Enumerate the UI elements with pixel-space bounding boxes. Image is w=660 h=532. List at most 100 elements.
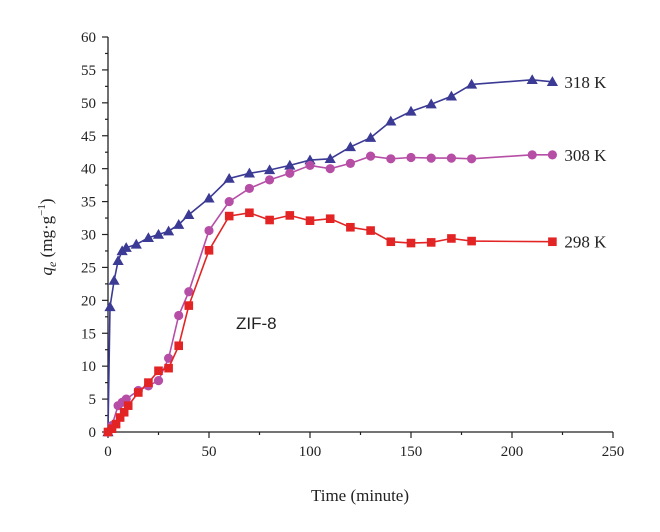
y-axis-title-unit: (mg·g (37, 215, 56, 261)
y-tick-label: 15 (81, 326, 96, 342)
y-tick-label: 0 (89, 425, 97, 441)
data-point (184, 287, 194, 297)
data-point (386, 154, 396, 164)
data-point (223, 172, 235, 183)
y-tick-label: 45 (81, 129, 96, 145)
series-layer (102, 74, 558, 437)
data-point (526, 74, 538, 84)
series-label: 298 K (564, 233, 607, 252)
series-square (103, 208, 557, 437)
data-point (163, 225, 175, 236)
y-axis-title: qe (mg·g−1) (36, 198, 59, 275)
data-point (406, 152, 416, 163)
data-point (104, 301, 116, 312)
data-point (285, 211, 295, 220)
data-point (305, 216, 315, 225)
data-point (152, 228, 165, 239)
y-tick-label: 60 (81, 30, 96, 46)
data-point (134, 388, 143, 397)
data-point (245, 208, 254, 218)
data-point (466, 78, 478, 89)
data-point (345, 158, 355, 168)
data-point (164, 363, 173, 373)
series-label: 318 K (564, 73, 607, 92)
data-point (325, 164, 335, 174)
y-tick-label: 10 (81, 359, 96, 375)
series-triangle (102, 74, 558, 437)
data-point (112, 255, 124, 266)
data-point (111, 419, 121, 429)
x-tick-label: 200 (501, 444, 524, 460)
x-tick-label: 50 (202, 444, 217, 460)
data-point (204, 225, 214, 236)
data-point (285, 168, 295, 178)
data-point (164, 353, 174, 363)
x-tick-label: 0 (104, 444, 112, 460)
data-point (346, 222, 355, 232)
chart-annotation: ZIF-8 (236, 314, 277, 333)
data-point (243, 167, 255, 178)
data-point (142, 232, 154, 242)
x-axis-title: Time (minute) (311, 486, 409, 505)
data-point (467, 154, 477, 164)
y-tick-label: 5 (89, 392, 97, 408)
series-line (107, 211, 553, 433)
data-point (204, 246, 214, 255)
data-point (265, 215, 274, 225)
data-point (548, 237, 557, 247)
y-tick-label: 40 (81, 162, 96, 178)
data-point (115, 413, 125, 422)
series-circle (103, 150, 558, 437)
data-point (120, 242, 132, 252)
data-point (305, 160, 315, 170)
data-point (154, 366, 163, 376)
data-point (130, 238, 142, 249)
data-point (366, 226, 375, 235)
data-point (244, 183, 254, 194)
data-point (386, 237, 396, 247)
data-point (426, 153, 436, 163)
x-tick-label: 100 (299, 444, 322, 460)
data-point (365, 132, 377, 142)
data-point (547, 150, 558, 160)
y-axis-title-subscript: e (45, 261, 59, 267)
y-tick-label: 35 (81, 195, 96, 211)
data-point (183, 209, 195, 219)
series-label: 308 K (564, 146, 607, 165)
y-tick-label: 30 (81, 228, 96, 244)
data-point (527, 150, 537, 160)
data-point (203, 192, 215, 203)
y-tick-label: 25 (81, 260, 96, 276)
data-point (123, 401, 133, 410)
data-point (284, 159, 296, 170)
data-point (119, 407, 129, 417)
y-tick-label: 20 (81, 293, 96, 309)
data-point (467, 236, 476, 246)
axes (102, 36, 614, 438)
x-tick-label: 250 (602, 444, 625, 460)
data-point (426, 238, 436, 247)
data-point (385, 115, 397, 126)
data-point (153, 376, 164, 386)
data-point (366, 151, 376, 161)
series-line (107, 154, 553, 433)
data-point (174, 341, 183, 351)
data-point (224, 211, 234, 221)
data-point (224, 196, 234, 207)
data-point (344, 141, 356, 152)
data-point (425, 98, 437, 109)
data-point (107, 424, 117, 434)
series-line (107, 78, 553, 433)
data-point (406, 238, 416, 248)
data-point (265, 175, 275, 185)
data-point (173, 219, 185, 229)
data-point (144, 378, 153, 387)
y-axis-title-unit-close: ) (37, 198, 56, 204)
labels-layer: 0 50 100 150 200 250 0 5 10 15 20 25 30 35 40 45 50 55 60 3… (81, 30, 624, 460)
data-point (108, 274, 120, 285)
y-tick-label: 55 (81, 63, 96, 79)
data-point (447, 234, 456, 243)
data-point (324, 153, 336, 163)
y-tick-label: 50 (81, 96, 96, 112)
